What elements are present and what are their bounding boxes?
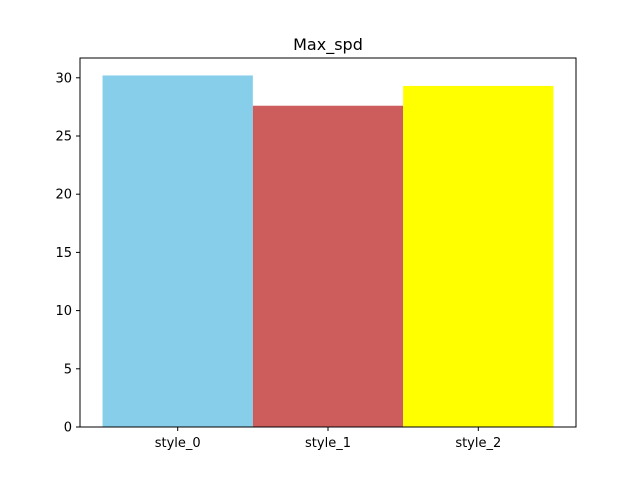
y-tick-label: 10 [55, 304, 72, 319]
chart-title: Max_spd [293, 35, 363, 55]
bars-layer [102, 75, 554, 428]
x-tick-label: style_2 [455, 436, 501, 451]
y-tick-label: 0 [64, 421, 72, 436]
x-tick-label: style_1 [305, 436, 351, 451]
x-tick-label: style_0 [155, 436, 201, 451]
y-tick-label: 5 [64, 362, 72, 377]
y-tick-label: 25 [55, 129, 72, 144]
y-tick-label: 20 [55, 188, 72, 203]
y-axis: 0 5 10 15 20 25 30 [55, 71, 80, 436]
bar-style-1 [252, 105, 404, 427]
bar-style-2 [403, 85, 554, 427]
y-tick-label: 30 [55, 71, 72, 86]
x-axis: style_0 style_1 style_2 [155, 427, 501, 451]
y-tick-label: 15 [55, 246, 72, 261]
bar-style-0 [102, 75, 253, 428]
plot-frame [79, 57, 577, 428]
